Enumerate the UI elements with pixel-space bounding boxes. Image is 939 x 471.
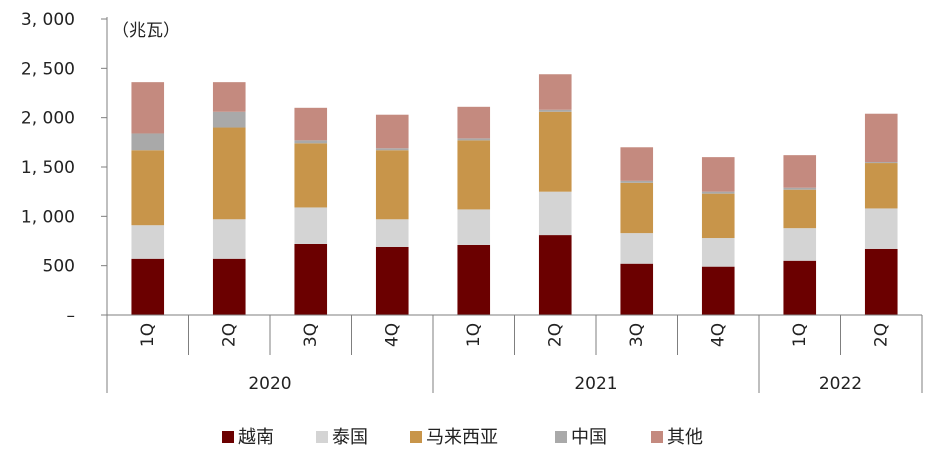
- bar-segment: [131, 82, 165, 134]
- bar-segment: [294, 140, 328, 144]
- x-tick-label: 1Q: [790, 323, 810, 347]
- x-tick-label: 1Q: [464, 323, 484, 347]
- legend-label: 越南: [238, 427, 274, 448]
- x-tick-label: 4Q: [708, 323, 728, 347]
- bar-segment: [620, 180, 654, 183]
- bar-segment: [620, 147, 654, 181]
- legend-item: 泰国: [316, 427, 368, 448]
- x-axis: 1Q 2Q 3Q 4Q 1Q 2Q 3Q 4Q 1Q 2Q 2020 2021 2022: [106, 314, 923, 394]
- bar-segment: [457, 209, 491, 245]
- legend-item: 其他: [651, 427, 703, 448]
- bar-segment: [375, 148, 409, 151]
- bar-segment: [131, 225, 165, 259]
- bar-segment: [783, 260, 817, 315]
- legend-label: 其他: [667, 427, 703, 448]
- bar-segment: [864, 208, 898, 249]
- bar-segment: [457, 140, 491, 210]
- bar-segment: [212, 127, 246, 220]
- bar-segment: [864, 248, 898, 315]
- x-tick-label: 2Q: [871, 323, 891, 347]
- bar-segment: [131, 150, 165, 226]
- bar-segment: [375, 246, 409, 315]
- bar-segment: [212, 258, 246, 315]
- y-tick-label: 2, 500: [21, 59, 75, 79]
- bar-segment: [375, 150, 409, 220]
- legend-label: 泰国: [332, 427, 368, 448]
- legend-label: 中国: [571, 427, 607, 448]
- bar-segment: [375, 219, 409, 247]
- y-tick-label: 2, 000: [21, 109, 75, 129]
- bar-segment: [457, 244, 491, 315]
- legend-swatch: [555, 431, 567, 443]
- y-tick-label: –: [67, 306, 76, 326]
- x-tick-label: 3Q: [301, 323, 321, 347]
- bar-segment: [538, 191, 572, 236]
- bar-segment: [864, 162, 898, 164]
- bar-segment: [294, 207, 328, 244]
- bar-segment: [701, 238, 735, 267]
- bar-segment: [212, 82, 246, 112]
- y-tick-label: 3, 000: [21, 10, 75, 30]
- bar-segment: [783, 228, 817, 261]
- legend-swatch: [410, 431, 422, 443]
- bar-segment: [294, 243, 328, 315]
- x-tick-label: 3Q: [627, 323, 647, 347]
- x-tick-label: 2Q: [545, 323, 565, 347]
- y-tick-label: 1, 000: [21, 207, 75, 227]
- bar-segment: [212, 219, 246, 259]
- bar-segment: [294, 107, 328, 141]
- bar-segment: [620, 263, 654, 315]
- legend-swatch: [651, 431, 663, 443]
- legend-label: 马来西亚: [426, 427, 498, 448]
- bar-segment: [783, 189, 817, 229]
- legend-swatch: [222, 431, 234, 443]
- x-tick-label: 1Q: [138, 323, 158, 347]
- x-tick-label: 4Q: [382, 323, 402, 347]
- bar-segment: [131, 133, 165, 151]
- legend-item: 越南: [222, 427, 274, 448]
- legend-item: 中国: [555, 427, 607, 448]
- bar-segment: [457, 138, 491, 141]
- bar-segment: [457, 106, 491, 139]
- bar-segment: [701, 157, 735, 192]
- x-tick-label: 2Q: [219, 323, 239, 347]
- bar-segment: [538, 74, 572, 110]
- bar-segment: [131, 258, 165, 315]
- legend-swatch: [316, 431, 328, 443]
- bar-segment: [538, 235, 572, 315]
- y-axis: – 500 1, 000 1, 500 2, 000 2, 500 3, 000: [21, 10, 108, 326]
- bar-segment: [294, 143, 328, 208]
- bar-segment: [538, 111, 572, 192]
- legend: 越南 泰国 马来西亚 中国 其他: [222, 427, 703, 448]
- y-tick-label: 1, 500: [21, 158, 75, 178]
- year-label: 2022: [819, 374, 862, 394]
- bar-segment: [783, 155, 817, 188]
- bar-segment: [783, 187, 817, 190]
- y-tick-label: 500: [43, 257, 75, 277]
- bar-segment: [701, 191, 735, 194]
- bars: [131, 74, 898, 315]
- bar-segment: [375, 114, 409, 149]
- bar-segment: [620, 182, 654, 234]
- bar-segment: [701, 266, 735, 315]
- bar-segment: [538, 109, 572, 112]
- bar-segment: [864, 163, 898, 209]
- bar-segment: [620, 233, 654, 264]
- year-label: 2020: [248, 374, 291, 394]
- bar-segment: [864, 113, 898, 163]
- y-unit-label: （兆瓦）: [112, 21, 180, 41]
- year-label: 2021: [574, 374, 617, 394]
- legend-item: 马来西亚: [410, 427, 498, 448]
- bar-segment: [701, 193, 735, 239]
- bar-segment: [212, 111, 246, 128]
